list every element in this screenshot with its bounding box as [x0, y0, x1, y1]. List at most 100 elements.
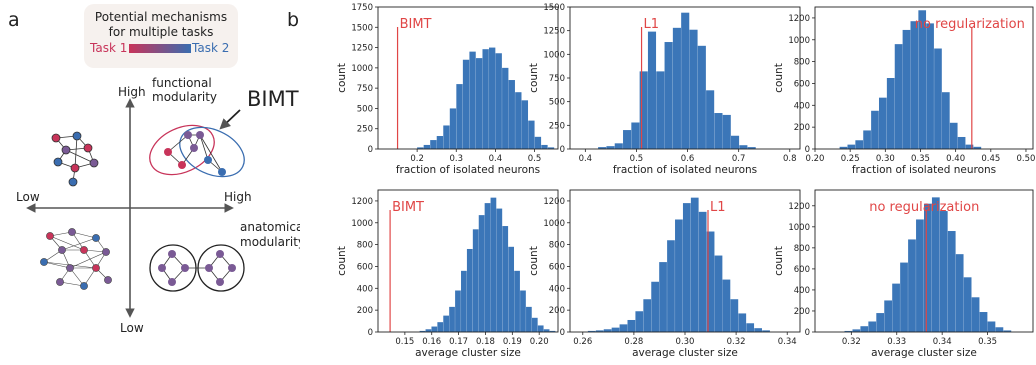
hist-bar — [839, 146, 848, 149]
y-tick-label: 0 — [805, 328, 810, 338]
x-tick-label: 0.32 — [727, 337, 746, 347]
hist-bar — [690, 197, 699, 332]
x-tick-label: 0.34 — [778, 337, 797, 347]
hist-bar — [627, 319, 636, 332]
hist-bar — [886, 78, 895, 149]
hist-bar — [754, 328, 762, 332]
x-tick-label: 0.32 — [842, 337, 861, 347]
x-tick-label: 0.28 — [624, 337, 643, 347]
axis-high-y-label: High — [118, 85, 146, 99]
hist-bar — [430, 140, 437, 149]
hist-bar — [436, 136, 444, 149]
hist-bar — [541, 144, 548, 149]
hist-bar — [979, 312, 988, 332]
x-tick-label: 0.45 — [981, 154, 1000, 164]
hist-bar — [934, 48, 942, 149]
x-tick-label: 0.19 — [503, 337, 522, 347]
hist-bar — [656, 71, 665, 149]
y-tick-label: 400 — [549, 284, 565, 294]
mechanism-diagram: a Potential mechanisms for multiple task… — [8, 4, 300, 335]
hist-bar — [526, 306, 532, 332]
hist-bar — [698, 211, 707, 332]
hist-bar — [892, 283, 900, 332]
hist-bar — [543, 329, 550, 332]
panel-a-letter: a — [8, 9, 20, 31]
hist-bar — [722, 114, 731, 149]
legend-title-line2: for multiple tasks — [109, 25, 214, 39]
hist-bar — [947, 231, 956, 332]
hist-bar — [502, 226, 509, 332]
hist-bar — [689, 29, 698, 149]
hist-bar — [431, 326, 438, 332]
hist-bar — [547, 147, 555, 149]
histogram-6: no regularization 0.32 0.33 0.34 0.35 0 200 400… — [773, 189, 1034, 359]
hist-bar — [595, 330, 604, 332]
hist-bar — [534, 136, 542, 149]
y-tick-label: 1250 — [351, 44, 373, 54]
hist-bar — [484, 203, 491, 332]
y-tick-label: 600 — [794, 265, 810, 275]
x-tick-label: 0.6 — [681, 154, 695, 164]
hist-bar — [614, 143, 623, 149]
y-tick-label: 1200 — [351, 197, 373, 207]
annotation-label: L1 — [710, 200, 726, 215]
y-axis-label: count — [528, 63, 540, 93]
hist-bar — [425, 329, 432, 332]
hist-bar — [722, 279, 731, 332]
hist-bar — [635, 311, 644, 332]
y-tick-label: 400 — [357, 284, 373, 294]
hist-bar — [939, 211, 948, 332]
hist-bar — [469, 51, 476, 149]
y-tick-label: 750 — [549, 74, 565, 84]
hist-bar — [730, 299, 739, 332]
hist-bar — [489, 47, 496, 150]
histogram-4: BIMT 0.15 0.16 0.17 0.18 0.19 0.20 0 200 400 600 80… — [336, 189, 559, 359]
x-tick-label: 0.17 — [449, 337, 468, 347]
bimt-arrow — [219, 109, 241, 130]
hist-bar — [878, 97, 887, 149]
hist-bar — [908, 239, 916, 332]
hist-bar — [549, 330, 556, 332]
hist-bar — [706, 231, 715, 332]
x-tick-label: 0.16 — [422, 337, 441, 347]
hist-bar — [746, 323, 755, 332]
hist-bar — [651, 281, 659, 332]
hist-bar — [502, 67, 509, 149]
y-tick-label: 800 — [794, 58, 810, 68]
hist-bar — [587, 330, 596, 332]
hist-bar — [496, 208, 503, 332]
hist-bar — [456, 84, 463, 149]
hist-bar — [603, 329, 612, 332]
hist-bar — [461, 270, 467, 332]
hist-bar — [631, 122, 640, 149]
hist-bar — [847, 144, 856, 149]
legend-gradient-bar — [129, 44, 191, 53]
hist-bar — [667, 240, 675, 332]
hist-bar — [508, 80, 515, 149]
y-tick-label: 200 — [549, 306, 565, 316]
hist-bar — [924, 203, 932, 332]
x-tick-label: 0.5 — [630, 154, 644, 164]
hist-bar — [868, 321, 877, 332]
y-tick-label: 0 — [560, 145, 565, 155]
hist-bar — [973, 146, 982, 149]
y-tick-label: 600 — [549, 262, 565, 272]
histogram-5: L1 0.26 0.28 0.30 0.32 0.34 0 200 400 600 800 1000 1… — [528, 189, 801, 359]
network-functional — [149, 124, 245, 178]
hist-bar — [697, 45, 706, 149]
y-tick-label: 1500 — [351, 23, 373, 33]
hist-bar — [876, 313, 885, 332]
hist-bar — [659, 262, 667, 332]
hist-bar — [871, 110, 879, 149]
hist-bar — [598, 147, 607, 149]
hist-bar — [521, 100, 529, 149]
y-tick-label: 1000 — [351, 219, 373, 229]
anatomical-label-1: anatomical — [240, 220, 300, 234]
panel-b-letter: b — [287, 9, 299, 31]
hist-bar — [852, 329, 861, 332]
y-tick-label: 800 — [794, 244, 810, 254]
hist-bar — [714, 113, 723, 149]
hist-bar — [860, 326, 869, 332]
hist-bar — [682, 203, 691, 332]
